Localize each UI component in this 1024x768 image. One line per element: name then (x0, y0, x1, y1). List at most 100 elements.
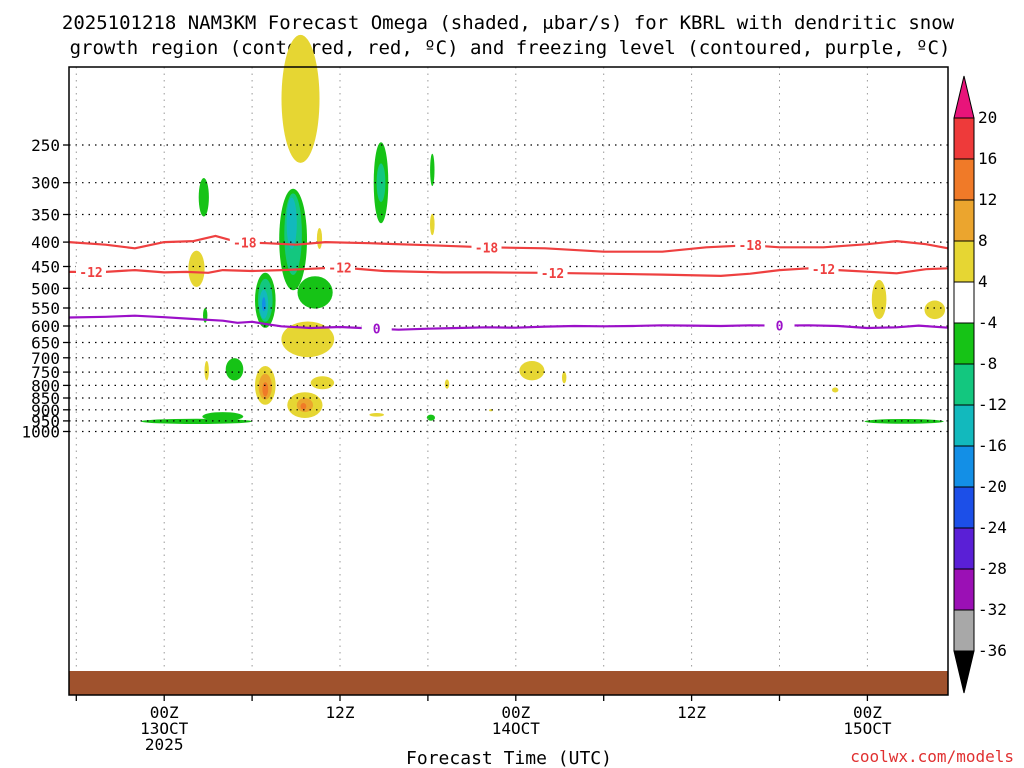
west-blue-core (262, 297, 266, 312)
lower-yellow-plume (281, 321, 335, 358)
colorbar-swatch (953, 363, 975, 406)
surface-yellow-dot (369, 413, 385, 417)
contour-label-dgz-minus18: -18 (738, 239, 762, 254)
x-tick-label: 13OCT (140, 719, 189, 738)
x-tick-label: 2025 (145, 735, 184, 754)
contour-label-dgz-minus12: -12 (541, 267, 564, 282)
mid-yellow-thin (316, 228, 323, 249)
lower-yellow-thin1 (444, 379, 450, 389)
chart-title: 2025101218 NAM3KM Forecast Omega (shaded… (62, 12, 955, 59)
colorbar-bottom-arrow (953, 650, 975, 694)
colorbar-swatch (953, 568, 975, 611)
colorbar-label: -24 (978, 518, 1007, 537)
plot-frame (68, 66, 949, 696)
x-tick-label: 00Z (853, 703, 882, 722)
x-tick-label: 12Z (677, 703, 706, 722)
surface-green-lump (202, 412, 244, 421)
colorbar-swatch (953, 486, 975, 529)
y-tick-label-950: 950 (31, 412, 60, 431)
colorbar-label: -8 (978, 354, 997, 373)
contour-label-freezing-level-0: 0 (776, 320, 784, 335)
gridlines (69, 67, 948, 695)
terrain-ground (69, 671, 948, 695)
lower-yellow-mid (519, 361, 545, 381)
mid-yellow-cell (188, 250, 205, 287)
lower-yellow-sw (204, 361, 209, 381)
colorbar-label: 12 (978, 190, 997, 209)
colorbar-swatch (953, 609, 975, 652)
y-tick-label-250: 250 (31, 136, 60, 155)
y-tick-label-300: 300 (31, 174, 60, 193)
colorbar-label: -20 (978, 477, 1007, 496)
east-yellow-right (924, 300, 946, 320)
lower-green-sw (225, 358, 244, 381)
y-tick-label-850: 850 (31, 389, 60, 408)
temperature-contours: -18 -18 -18 -12 -12 -12 -12 0 0 (68, 234, 949, 338)
y-tick-label-350: 350 (31, 206, 60, 225)
east-yellow-dot (832, 387, 839, 393)
lower-yellow-arm (310, 376, 335, 390)
lower-orange-se-core (300, 403, 307, 410)
y-tick-label-600: 600 (31, 317, 60, 336)
contour-label-dgz-minus12: -12 (812, 263, 835, 278)
contour-label-bg (361, 320, 392, 337)
y-tick-label-450: 450 (31, 258, 60, 277)
colorbar-label: 4 (978, 272, 988, 291)
y-tick-label-500: 500 (31, 279, 60, 298)
x-tick-label: 14OCT (492, 719, 541, 738)
y-tick-label-700: 700 (31, 349, 60, 368)
contour-freezing-level-0 (68, 314, 949, 331)
colorbar-label: 8 (978, 231, 988, 250)
contour-label-bg (229, 234, 260, 251)
contour-label-dgz-minus12: -12 (79, 266, 102, 281)
colorbar-label: -4 (978, 313, 997, 332)
y-tick-label-650: 650 (31, 334, 60, 353)
contour-label-dgz-minus18: -18 (475, 241, 499, 256)
x-tick-label: 00Z (501, 703, 530, 722)
colorbar-label: -28 (978, 559, 1007, 578)
main-cyan-column (286, 197, 297, 249)
east-green-band (864, 419, 944, 424)
colorbar-swatch (953, 158, 975, 201)
y-axis: 2503003504004505005506006507007508008509… (21, 136, 69, 442)
colorbar-swatch (953, 199, 975, 242)
y-tick-label-900: 900 (31, 401, 60, 420)
colorbar-label: -36 (978, 641, 1007, 660)
x-tick-label: 15OCT (843, 719, 892, 738)
chart-title-line2: growth region (contoured, red, ºC) and f… (70, 37, 951, 59)
contour-label-bg (537, 264, 568, 281)
colorbar-swatch (953, 527, 975, 570)
credit-text: coolwx.com/models (850, 747, 1014, 766)
colorbar-label: 20 (978, 108, 997, 127)
upper-green-cell (198, 178, 209, 217)
contour-label-bg (471, 239, 502, 256)
colorbar-swatch (953, 322, 975, 365)
contour-label-bg (325, 259, 355, 276)
colorbar-label: 16 (978, 149, 997, 168)
y-tick-label-800: 800 (31, 376, 60, 395)
x-tick-label: 12Z (326, 703, 355, 722)
colorbar-label: -12 (978, 395, 1007, 414)
chart-title-line1: 2025101218 NAM3KM Forecast Omega (shaded… (62, 12, 955, 34)
lower-yellow-thin2 (562, 371, 567, 384)
colorbar-swatch (953, 117, 975, 160)
contour-label-dgz-minus12: -12 (328, 261, 351, 276)
contour-label-freezing-level-0: 0 (373, 323, 381, 338)
contour-label-bg (764, 317, 795, 334)
y-tick-label-400: 400 (31, 233, 60, 252)
colorbar-swatch (953, 281, 975, 324)
contour-dgz-minus18 (68, 234, 949, 253)
contour-label-dgz-minus18: -18 (233, 236, 257, 251)
y-tick-label-1000: 1000 (21, 423, 60, 442)
contour-label-bg (76, 263, 106, 280)
east-yellow-upper (871, 279, 887, 320)
contour-label-bg (735, 237, 766, 254)
contour-label-bg (808, 261, 839, 278)
omega-shading-layer (140, 34, 946, 424)
main-green-tail (297, 276, 333, 309)
plot-area-background (69, 67, 948, 695)
colorbar-label: -32 (978, 600, 1007, 619)
lower-orange-core (262, 382, 269, 397)
